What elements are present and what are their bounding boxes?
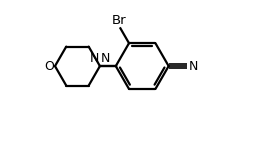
Text: N: N <box>189 60 198 73</box>
Text: O: O <box>44 60 54 73</box>
Text: N: N <box>90 52 99 65</box>
Text: N: N <box>101 52 110 65</box>
Text: Br: Br <box>112 14 126 27</box>
